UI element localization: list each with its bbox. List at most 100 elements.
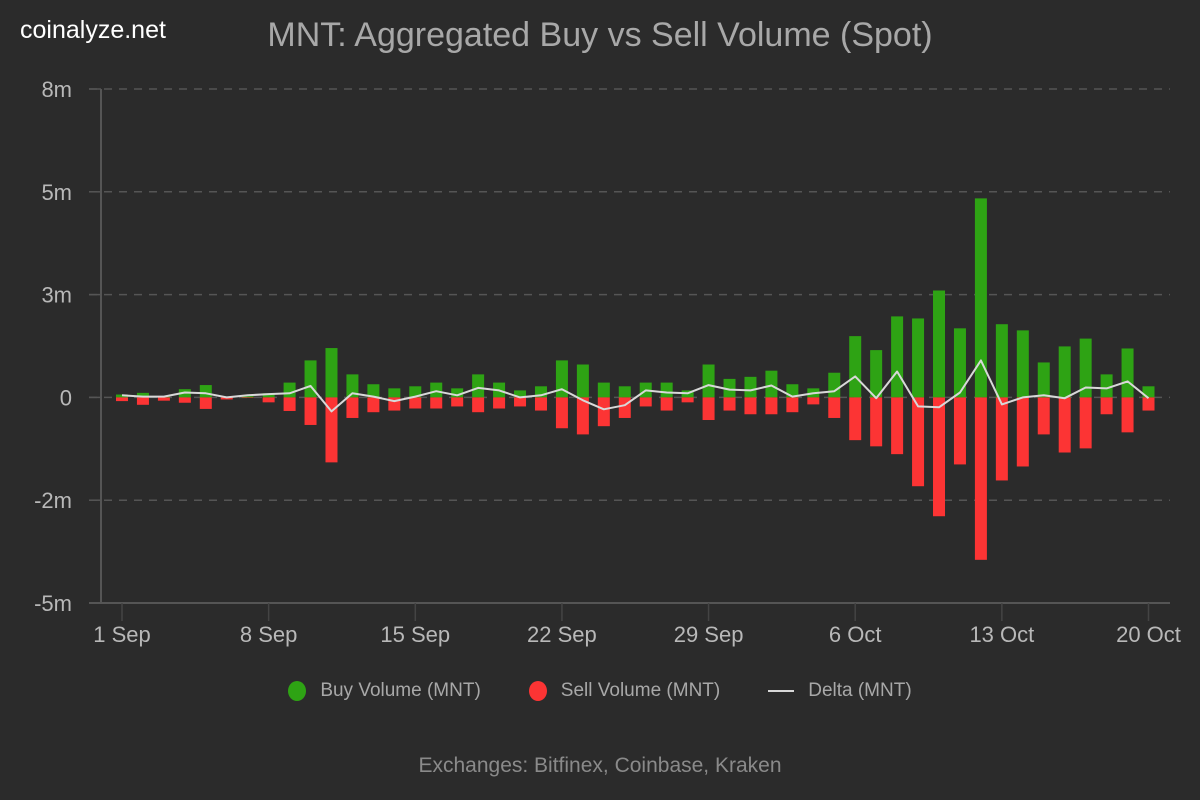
sell-bar [1100,397,1113,415]
y-tick-label: -5m [34,591,72,616]
sell-bar [702,397,715,421]
sell-bar [451,397,464,407]
sell-bar [953,397,966,465]
buy-bar [1037,362,1050,398]
buy-bar [912,318,925,398]
buy-bar [723,378,736,398]
sell-bar [744,397,757,415]
buy-bar [1058,346,1071,398]
x-tick-label: 13 Oct [969,622,1034,647]
legend-label-buy: Buy Volume (MNT) [320,680,481,701]
delta-legend-line-icon [768,690,795,692]
sell-bar [1121,397,1134,433]
buy-bar [388,388,401,398]
buy-bar [534,386,547,398]
sell-bar [995,397,1008,481]
legend-item-sell[interactable]: Sell Volume (MNT) [528,680,721,702]
buy-bar [828,372,841,398]
buy-bar [1121,348,1134,398]
sell-legend-dot-icon [528,681,547,701]
sell-bar [807,397,820,405]
sell-bar [534,397,547,411]
sell-bar [849,397,862,441]
sell-bar [220,397,233,400]
x-tick-label: 29 Sep [674,622,744,647]
buy-bar [660,382,673,398]
sell-bar [639,397,652,407]
buy-bar [744,376,757,398]
sell-bar [472,397,485,413]
buy-bar [849,336,862,398]
x-tick-label: 8 Sep [240,622,298,647]
buy-bar [409,386,422,398]
y-tick-label: -2m [34,488,72,513]
x-tick-label: 15 Sep [380,622,450,647]
sell-bar [116,397,128,402]
legend-label-sell: Sell Volume (MNT) [560,680,721,701]
sell-bar [430,397,443,409]
sell-bar [933,397,946,517]
buy-bar [325,348,338,398]
delta-line [121,359,1150,413]
sell-bar [681,397,694,403]
buy-bar [514,390,527,398]
buy-bar [576,364,589,398]
sell-bar [157,397,170,401]
sell-bar [493,397,506,409]
legend-item-delta[interactable]: Delta (MNT) [768,680,912,702]
sell-bar [618,397,631,418]
sell-bar [325,397,338,463]
sell-bar [597,397,610,427]
x-tick-label: 6 Oct [829,622,882,647]
buy-bar [472,374,485,398]
x-tick-label: 20 Oct [1116,622,1181,647]
y-tick-label: 0 [60,385,72,410]
buy-bar [136,392,149,398]
sell-bar [409,397,422,409]
sell-bar [660,397,673,411]
x-tick-label: 1 Sep [93,622,151,647]
legend-item-buy[interactable]: Buy Volume (MNT) [288,680,481,702]
sell-bar [786,397,799,413]
chart-title: MNT: Aggregated Buy vs Sell Volume (Spot… [267,16,933,54]
buy-bar [430,382,443,398]
sell-bar [828,397,841,418]
sell-bar [367,397,380,413]
y-tick-label: 5m [41,180,72,205]
sell-bar [912,397,925,487]
sell-bar [870,397,883,447]
sell-bar [974,397,987,560]
delta-series [121,359,1150,413]
sell-bar [1058,397,1071,453]
buy-bar [597,382,610,398]
buy-bar [451,388,464,398]
sell-bar [1142,397,1155,411]
buy-bar [1142,386,1155,398]
buy-bar [618,386,631,398]
buy-bar [1079,338,1092,398]
buy-bar [933,290,946,398]
buy-bar [891,316,904,398]
y-tick-label: 3m [41,283,72,308]
sell-bar [1037,397,1050,435]
buy-bar [283,382,296,398]
buy-bar [346,374,359,398]
exchanges-footer: Exchanges: Bitfinex, Coinbase, Kraken [418,754,782,777]
buy-bar [702,364,715,398]
buy-bar [974,198,987,398]
x-tick-label: 22 Sep [527,622,597,647]
sell-bar [199,397,212,409]
buy-bar [555,360,568,398]
buy-bar [367,384,380,398]
brand-logo-text: coinalyze.net [20,16,166,44]
buy-legend-dot-icon [288,681,307,701]
y-tick-label: 8m [41,77,72,102]
sell-bar [555,397,568,429]
sell-bar [178,397,191,403]
buy-bar [1016,330,1029,398]
buy-bar [765,370,778,398]
buy-volume-series [116,198,1155,398]
buy-bar [995,324,1008,398]
legend: Buy Volume (MNT) Sell Volume (MNT) Delta… [0,680,1200,702]
